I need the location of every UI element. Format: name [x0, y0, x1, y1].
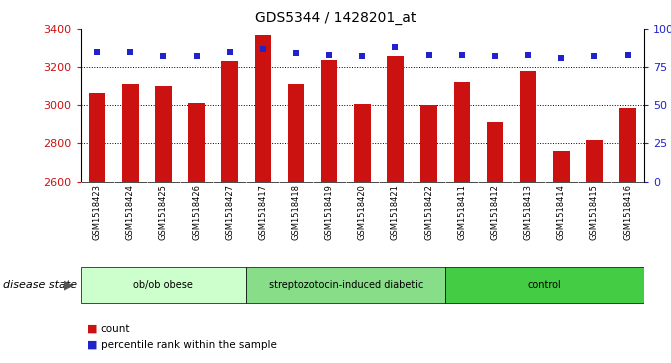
Point — [224, 49, 235, 55]
Point — [291, 50, 301, 56]
Text: GSM1518422: GSM1518422 — [424, 184, 433, 240]
Bar — [221, 61, 238, 182]
Point — [622, 52, 633, 58]
Text: GSM1518412: GSM1518412 — [491, 184, 499, 240]
Point — [423, 52, 434, 58]
Text: GSM1518420: GSM1518420 — [358, 184, 367, 240]
Text: GSM1518427: GSM1518427 — [225, 184, 234, 240]
Text: GSM1518424: GSM1518424 — [125, 184, 135, 240]
Text: GSM1518416: GSM1518416 — [623, 184, 632, 240]
Bar — [387, 56, 404, 182]
Point — [158, 54, 169, 60]
Point — [258, 46, 268, 52]
Bar — [189, 103, 205, 182]
FancyBboxPatch shape — [246, 267, 446, 303]
Bar — [619, 108, 636, 182]
Point — [92, 49, 103, 55]
Bar — [520, 71, 536, 182]
Text: count: count — [101, 323, 130, 334]
Text: ob/ob obese: ob/ob obese — [134, 280, 193, 290]
Text: ■: ■ — [87, 323, 98, 334]
Text: ▶: ▶ — [64, 278, 74, 291]
Text: GSM1518414: GSM1518414 — [557, 184, 566, 240]
Bar — [354, 104, 370, 182]
Bar — [486, 122, 503, 182]
Point — [490, 54, 501, 60]
Text: GDS5344 / 1428201_at: GDS5344 / 1428201_at — [255, 11, 416, 25]
Point — [125, 49, 136, 55]
Text: GSM1518426: GSM1518426 — [192, 184, 201, 240]
Text: GSM1518411: GSM1518411 — [458, 184, 466, 240]
Text: disease state: disease state — [3, 280, 77, 290]
FancyBboxPatch shape — [446, 267, 644, 303]
Bar — [321, 60, 338, 182]
Point — [556, 55, 566, 61]
Point — [191, 54, 202, 60]
Text: GSM1518421: GSM1518421 — [391, 184, 400, 240]
FancyBboxPatch shape — [81, 267, 246, 303]
Bar — [254, 35, 271, 182]
Text: streptozotocin-induced diabetic: streptozotocin-induced diabetic — [268, 280, 423, 290]
Bar — [420, 105, 437, 182]
Bar — [155, 86, 172, 182]
Text: control: control — [528, 280, 562, 290]
Text: GSM1518425: GSM1518425 — [159, 184, 168, 240]
Bar — [586, 140, 603, 182]
Text: GSM1518418: GSM1518418 — [291, 184, 301, 240]
Text: GSM1518413: GSM1518413 — [523, 184, 533, 240]
Point — [357, 54, 368, 60]
Bar — [89, 93, 105, 182]
Bar — [553, 151, 570, 182]
Bar — [454, 82, 470, 182]
Point — [324, 52, 335, 58]
Text: percentile rank within the sample: percentile rank within the sample — [101, 340, 276, 350]
Bar — [122, 84, 138, 182]
Point — [390, 44, 401, 50]
Text: GSM1518419: GSM1518419 — [325, 184, 333, 240]
Bar — [288, 84, 305, 182]
Text: GSM1518423: GSM1518423 — [93, 184, 101, 240]
Text: ■: ■ — [87, 340, 98, 350]
Point — [456, 52, 467, 58]
Text: GSM1518415: GSM1518415 — [590, 184, 599, 240]
Text: GSM1518417: GSM1518417 — [258, 184, 267, 240]
Point — [523, 52, 533, 58]
Point — [589, 54, 600, 60]
